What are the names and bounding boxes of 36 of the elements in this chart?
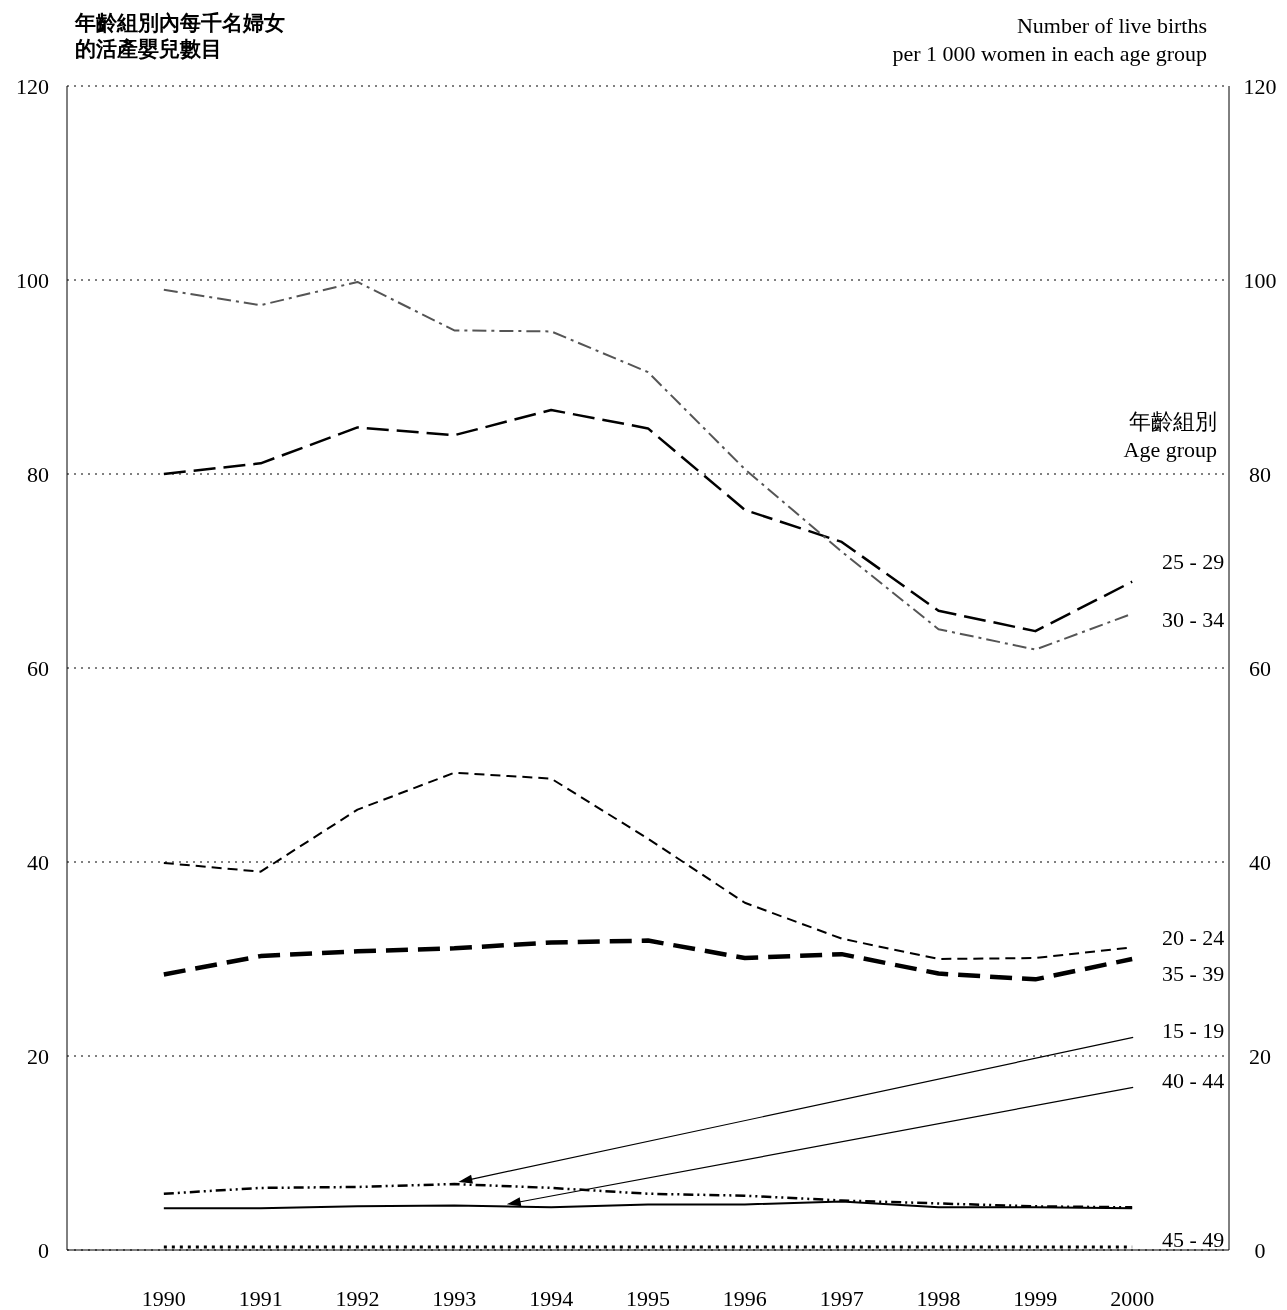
y2-tick-label: 100 [1243, 267, 1277, 293]
y2-tick-label: 80 [1249, 461, 1271, 487]
series-label: 25 - 29 [1162, 548, 1225, 574]
y2-tick-label: 60 [1249, 655, 1271, 681]
x-tick-label: 1993 [432, 1285, 477, 1310]
y-tick-label: 40 [27, 849, 49, 875]
x-tick-label: 1998 [916, 1285, 961, 1310]
legend-title: 年齡組別 Age group [1123, 408, 1217, 464]
y2-tick-label: 0 [1254, 1237, 1266, 1263]
line-series [161, 938, 1135, 982]
series-label: 35 - 39 [1162, 961, 1225, 987]
x-tick-label: 1994 [529, 1285, 574, 1310]
x-tick-label: 1995 [626, 1285, 670, 1310]
y-axis-title: 年齡組別內每千名婦女的活產嬰兒數目 [75, 10, 286, 62]
text: 15 - 19 [1162, 1018, 1225, 1044]
x-tick-label: 2000 [1110, 1285, 1155, 1310]
y-tick-label: 60 [27, 655, 49, 681]
series-label: 30 - 34 [1162, 606, 1225, 632]
x-tick-label: 1990 [141, 1285, 186, 1310]
series-label: 45 - 49 [1162, 1227, 1225, 1253]
text: 40 - 44 [1162, 1068, 1225, 1094]
x-tick-label: 1997 [819, 1285, 864, 1310]
series-label: 20 - 24 [1162, 925, 1225, 951]
x-tick-label: 1999 [1013, 1285, 1058, 1310]
y2-axis-title: Number of live births per 1 000 women in each age group [892, 12, 1207, 68]
y-tick-label: 0 [38, 1237, 49, 1263]
x-tick-label: 1992 [335, 1285, 380, 1310]
y2-tick-label: 20 [1249, 1043, 1271, 1069]
y2-tick-label: 120 [1243, 73, 1277, 99]
y-tick-label: 120 [16, 73, 49, 99]
x-tick-label: 1991 [238, 1285, 283, 1310]
y-tick-label: 80 [27, 461, 49, 487]
y-tick-label: 100 [16, 267, 49, 293]
x-tick-label: 1996 [722, 1285, 767, 1310]
y2-tick-label: 40 [1249, 849, 1271, 875]
y-tick-label: 20 [27, 1043, 49, 1069]
